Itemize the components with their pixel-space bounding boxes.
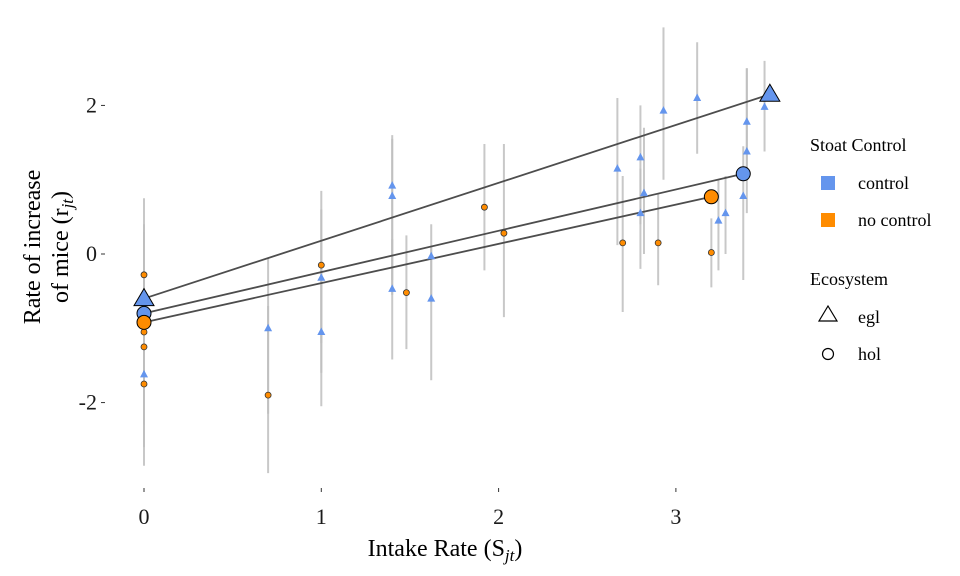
data-point-circle (707, 249, 715, 256)
fit-line (143, 93, 771, 300)
x-axis-title-end: ) (514, 536, 522, 562)
errorbars (143, 27, 766, 474)
data-point-triangle (693, 93, 702, 101)
legend-label-egl: egl (858, 307, 880, 327)
data-point-triangle (714, 216, 723, 224)
legend-label-hol: hol (858, 344, 881, 364)
y-axis-title-line2: of mice (rjt) (48, 191, 77, 303)
data-point-circle (317, 261, 325, 269)
data-point-circle (140, 271, 148, 279)
data-point-triangle (388, 191, 397, 200)
y-axis-title-end: ) (48, 191, 74, 199)
data-point-triangle (613, 164, 622, 172)
data-point-circle (403, 289, 410, 297)
data-point-triangle (140, 369, 149, 378)
data-points (133, 83, 781, 399)
legend-label-no-control: no control (858, 210, 932, 230)
data-point-triangle (427, 294, 436, 302)
data-point-triangle (742, 146, 751, 155)
data-point-circle (264, 391, 272, 399)
fit-endpoint-circle (735, 166, 751, 182)
data-point-triangle (742, 117, 751, 125)
data-point-triangle (317, 273, 326, 281)
data-point-triangle (739, 191, 748, 200)
x-axis-title: Intake Rate (Sjt) (368, 536, 523, 565)
x-tick-label: 1 (316, 504, 327, 529)
data-point-triangle (760, 102, 769, 110)
x-axis: 0 1 2 3 (139, 488, 681, 529)
data-point-circle (500, 229, 508, 237)
x-tick-label: 0 (139, 504, 150, 529)
data-point-triangle (721, 208, 730, 217)
data-point-circle (654, 239, 662, 247)
y-tick-label: 2 (86, 92, 97, 117)
legend-key-no-control (821, 213, 835, 227)
legend-label-control: control (858, 173, 909, 193)
x-axis-title-sub: jt (503, 546, 516, 565)
legend-key-control (821, 176, 835, 190)
legend-title-stoat-control: Stoat Control (810, 135, 907, 155)
data-point-circle (481, 203, 488, 211)
data-point-triangle (636, 152, 645, 161)
data-point-circle (140, 343, 148, 351)
fit-line (143, 172, 744, 315)
data-point-circle (140, 328, 148, 336)
data-point-triangle (388, 284, 397, 292)
x-tick-label: 3 (670, 504, 681, 529)
data-point-circle (140, 380, 148, 388)
y-tick-label: -2 (79, 390, 97, 415)
legend-key-hol-circle-icon (821, 347, 835, 361)
data-point-triangle (639, 188, 648, 197)
fit-endpoint-circle (703, 189, 719, 205)
y-axis-title-sub: jt (58, 198, 77, 211)
data-point-triangle (427, 251, 436, 260)
x-axis-title-main: Intake Rate (S (368, 536, 505, 562)
data-point-triangle (636, 208, 645, 217)
y-axis-title-line2-main: of mice (r (48, 208, 74, 303)
data-point-triangle (264, 323, 273, 332)
legend-key-egl-triangle-icon (817, 304, 839, 322)
y-axis-title: Rate of increase of mice (rjt) (20, 170, 77, 325)
y-axis-title-line1: Rate of increase (20, 170, 46, 325)
y-axis: -2 0 2 (79, 92, 105, 415)
fit-line (143, 195, 712, 324)
legend: Stoat Control control no control Ecosyst… (810, 135, 932, 364)
legend-title-ecosystem: Ecosystem (810, 269, 888, 289)
data-point-triangle (317, 327, 326, 335)
y-tick-label: 0 (86, 241, 97, 266)
fit-endpoint-triangle (133, 287, 155, 307)
data-point-triangle (659, 106, 668, 114)
data-point-circle (619, 239, 627, 247)
data-point-triangle (388, 181, 397, 189)
x-tick-label: 2 (493, 504, 504, 529)
fit-lines (143, 93, 771, 324)
fit-endpoint-circle (136, 314, 152, 330)
fit-endpoint-triangle (758, 83, 781, 102)
